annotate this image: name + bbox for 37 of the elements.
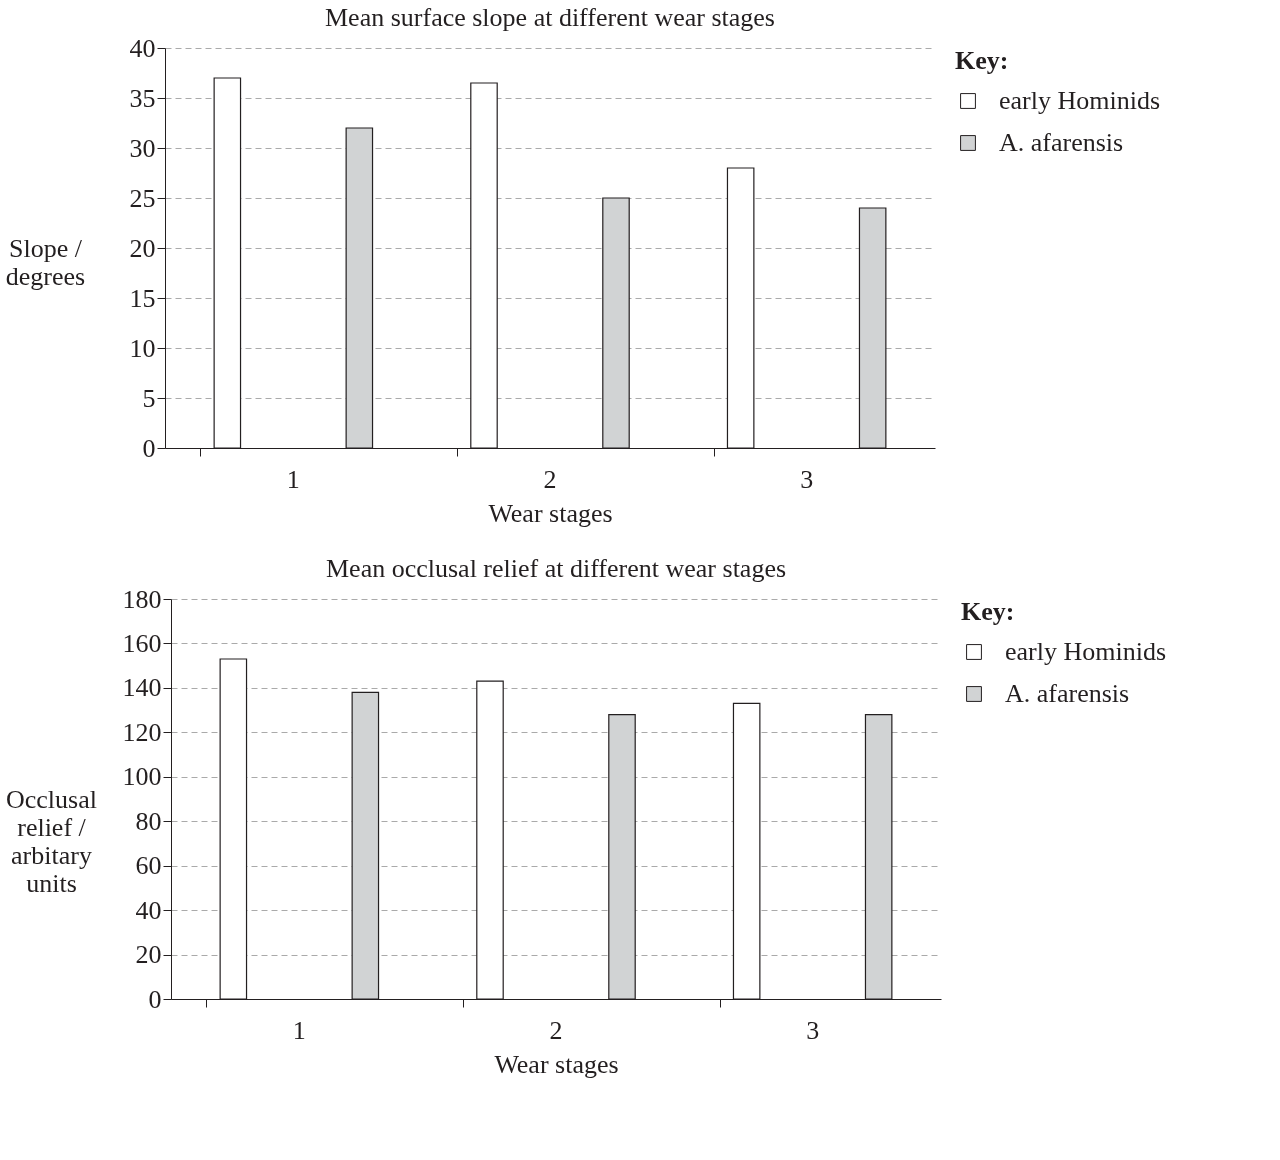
y-tick-label: 100 [122, 762, 162, 792]
y-tick-label: 30 [129, 133, 156, 163]
y-axis-title: Slope / degrees [5, 233, 86, 291]
chart-title: Mean occlusal relief at different wear stages [325, 554, 787, 583]
y-tick-label: 35 [129, 83, 156, 113]
x-tick-label: 1 [286, 464, 300, 494]
legend-label: A. afarensis [1005, 679, 1130, 708]
y-tick-label: 5 [142, 383, 156, 413]
y-tick-label: 10 [129, 333, 156, 363]
legend-label: early Hominids [999, 86, 1161, 115]
y-tick-label: 160 [122, 628, 162, 658]
y-tick-label: 180 [122, 584, 162, 614]
y-tick-label: 20 [135, 940, 162, 970]
y-tick-label: 80 [135, 806, 162, 836]
legend-label: A. afarensis [999, 128, 1124, 157]
y-tick-label: 120 [122, 717, 162, 747]
y-tick-label: 25 [129, 183, 156, 213]
chart-title: Mean surface slope at different wear stages [325, 3, 775, 32]
y-tick-label: 60 [135, 851, 162, 881]
legend-title: Key: [961, 597, 1015, 626]
x-tick-label: 2 [543, 464, 557, 494]
legend-label: early Hominids [1005, 637, 1167, 666]
legend-title: Key: [955, 46, 1009, 75]
y-tick-label: 140 [122, 673, 162, 703]
x-axis-title: Wear stages [494, 1049, 619, 1079]
y-tick-label: 0 [142, 433, 156, 463]
y-tick-label: 0 [148, 984, 162, 1014]
x-tick-label: 1 [292, 1015, 306, 1045]
x-axis-title: Wear stages [488, 498, 613, 528]
x-tick-label: 3 [800, 464, 814, 494]
y-tick-label: 40 [129, 33, 156, 63]
y-axis-title: Occlusal relief / arbitary units [6, 784, 97, 898]
x-tick-label: 2 [549, 1015, 563, 1045]
x-tick-label: 3 [806, 1015, 820, 1045]
y-tick-label: 40 [135, 895, 162, 925]
y-tick-label: 15 [129, 283, 156, 313]
y-tick-label: 20 [129, 233, 156, 263]
